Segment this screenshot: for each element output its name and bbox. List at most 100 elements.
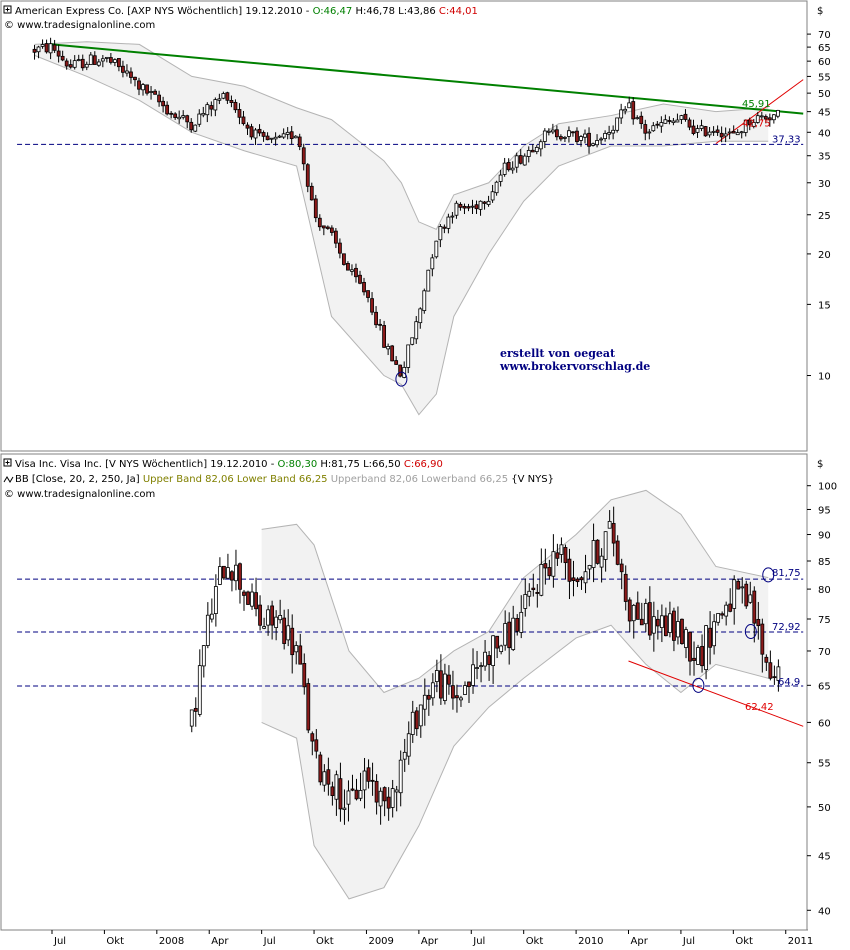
visa-y-tick-label: 70 bbox=[818, 647, 831, 658]
visa-candle-down bbox=[692, 657, 696, 661]
visa-candle-down bbox=[310, 733, 315, 742]
axp-candle-up bbox=[711, 130, 716, 133]
axp-candle-up bbox=[494, 181, 499, 194]
visa-circle-marker bbox=[762, 567, 775, 583]
axp-trend-line-green bbox=[51, 43, 804, 115]
visa-candle-up bbox=[402, 751, 407, 760]
axp-candle-up bbox=[751, 122, 756, 127]
axp-candle-up bbox=[498, 174, 503, 182]
axp-candle-up bbox=[623, 108, 628, 112]
visa-candle-up bbox=[599, 555, 604, 568]
axp-candle-down bbox=[575, 130, 579, 143]
axp-candle-up bbox=[193, 124, 198, 132]
axp-candle-up bbox=[502, 162, 507, 175]
visa-indicator-line: BB [Close, 20, 2, 250, Ja] Upper Band 82… bbox=[15, 474, 554, 485]
visa-candle-up bbox=[278, 615, 283, 621]
axp-candle-down bbox=[245, 124, 250, 129]
visa-candle-up bbox=[676, 621, 680, 638]
axp-currency: $ bbox=[817, 6, 823, 17]
visa-candle-up bbox=[322, 771, 327, 786]
axp-candle-up bbox=[591, 143, 595, 146]
visa-candle-up bbox=[459, 697, 463, 701]
visa-candle-down bbox=[611, 523, 616, 544]
visa-candle-up bbox=[197, 665, 202, 715]
x-tick-label: 2011 bbox=[788, 936, 813, 947]
visa-candle-up bbox=[217, 566, 222, 585]
visa-candle-up bbox=[234, 564, 238, 582]
visa-circle-marker bbox=[744, 624, 757, 640]
axp-bollinger-lower bbox=[34, 54, 769, 416]
axp-candle-down bbox=[261, 132, 266, 137]
x-axis-layer: Jul Okt 2008 Apr Jul Okt 2009 Apr Jul Okt 2010 Apr J… bbox=[51, 930, 813, 947]
visa-candle-down bbox=[222, 565, 226, 579]
visa-candle-up bbox=[274, 616, 279, 628]
visa-candle-up bbox=[740, 586, 745, 589]
visa-candle-down bbox=[254, 592, 258, 610]
visa-candle-down bbox=[688, 631, 692, 662]
visa-header-highlow: H:81,75 L:66,50 bbox=[317, 459, 404, 470]
visa-candle-down bbox=[627, 599, 632, 622]
axp-candle-up bbox=[84, 63, 89, 68]
axp-header-close: C:44,01 bbox=[439, 6, 478, 17]
visa-y-tick-label: 80 bbox=[818, 585, 831, 596]
visa-candle-down bbox=[270, 605, 275, 626]
axp-candle-up bbox=[430, 257, 435, 270]
axp-candle-up bbox=[759, 115, 764, 118]
axp-candle-up bbox=[611, 129, 616, 134]
axp-candle-up bbox=[743, 119, 748, 133]
visa-candle-down bbox=[455, 695, 459, 699]
visa-y-tick-label: 55 bbox=[818, 759, 831, 770]
axp-candle-up bbox=[723, 133, 728, 137]
visa-candle-up bbox=[430, 682, 435, 699]
axp-expand-icon[interactable] bbox=[3, 5, 12, 14]
visa-candle-down bbox=[736, 580, 741, 590]
visa-bollinger-lower bbox=[261, 624, 769, 900]
visa-candle-down bbox=[238, 563, 242, 590]
axp-candle-up bbox=[727, 131, 732, 134]
visa-candle-down bbox=[487, 655, 491, 665]
visa-candle-down bbox=[720, 613, 725, 616]
axp-candle-down bbox=[64, 60, 69, 67]
visa-candle-up bbox=[724, 604, 729, 617]
visa-header-close: C:66,90 bbox=[404, 459, 443, 470]
axp-candle-up bbox=[253, 129, 258, 139]
axp-y-tick-label: 35 bbox=[818, 152, 831, 163]
axp-candle-up bbox=[406, 344, 411, 368]
axp-candle-down bbox=[571, 131, 575, 134]
visa-y-tick-label: 75 bbox=[818, 615, 831, 626]
axp-candle-up bbox=[281, 133, 286, 138]
visa-candle-up bbox=[422, 694, 427, 710]
visa-currency: $ bbox=[817, 459, 823, 470]
visa-candle-down bbox=[680, 618, 684, 645]
axp-candle-up bbox=[197, 113, 202, 125]
axp-candle-up bbox=[40, 44, 45, 47]
axp-candle-down bbox=[325, 226, 330, 229]
axp-candle-down bbox=[763, 116, 768, 120]
axp-header-line: American Express Co. [AXP NYS Wöchentlic… bbox=[15, 6, 478, 17]
indicator-icon bbox=[3, 476, 14, 483]
visa-candle-up bbox=[346, 790, 351, 805]
axp-candle-down bbox=[747, 120, 752, 126]
visa-candle-down bbox=[318, 754, 323, 783]
visa-candle-down bbox=[290, 627, 295, 656]
visa-candle-up bbox=[643, 603, 648, 625]
axp-candle-down bbox=[209, 105, 214, 110]
visa-candle-down bbox=[655, 618, 660, 627]
axp-candle-up bbox=[418, 308, 423, 324]
axp-candle-down bbox=[249, 126, 254, 138]
axp-candle-down bbox=[52, 44, 57, 51]
visa-candle-down bbox=[282, 617, 287, 644]
axp-candle-up bbox=[699, 125, 704, 129]
visa-expand-icon[interactable] bbox=[3, 458, 12, 467]
axp-candle-up bbox=[522, 155, 527, 166]
visa-y-tick-label: 65 bbox=[818, 681, 831, 692]
visa-price-label: 64,9 bbox=[778, 677, 800, 688]
axp-candle-up bbox=[546, 130, 551, 133]
axp-candle-down bbox=[233, 101, 238, 111]
axp-candle-down bbox=[715, 129, 720, 133]
credit-line-2: www.brokervorschlag.de bbox=[499, 360, 650, 373]
visa-candle-up bbox=[483, 651, 487, 667]
axp-candle-down bbox=[153, 90, 157, 95]
